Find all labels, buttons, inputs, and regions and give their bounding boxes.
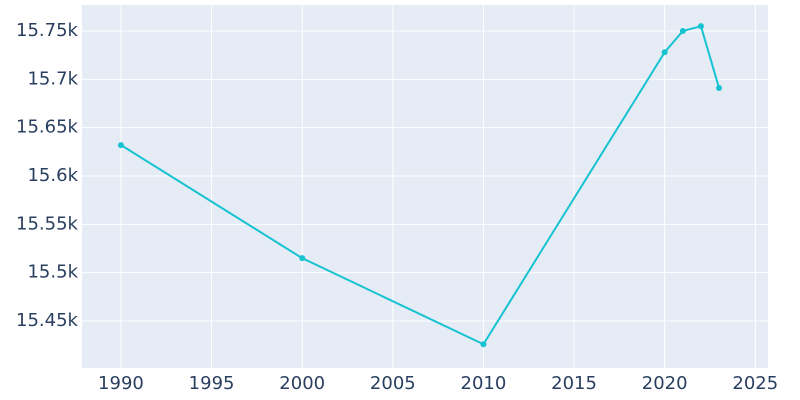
marker: [480, 341, 487, 348]
marker: [117, 142, 124, 149]
marker: [697, 23, 704, 30]
plot-area: [82, 5, 768, 368]
y-tick-label: 15.55k: [16, 213, 79, 234]
y-tick-label: 15.7k: [27, 68, 78, 89]
x-tick-label: 2010: [461, 373, 507, 394]
marker: [661, 49, 668, 56]
x-tick-label: 1995: [189, 373, 235, 394]
y-tick-label: 15.65k: [16, 117, 79, 138]
x-tick-label: 2020: [642, 373, 688, 394]
x-tick-label: 2025: [732, 373, 778, 394]
y-tick-label: 15.75k: [16, 20, 79, 41]
y-tick-label: 15.6k: [27, 165, 78, 186]
x-tick-label: 2005: [370, 373, 416, 394]
marker: [299, 255, 306, 262]
marker: [716, 85, 723, 92]
x-tick-label: 2000: [279, 373, 325, 394]
marker: [679, 28, 686, 35]
x-tick-label: 1990: [98, 373, 144, 394]
y-tick-label: 15.45k: [16, 310, 79, 331]
y-tick-label: 15.5k: [27, 262, 78, 283]
x-tick-label: 2015: [551, 373, 597, 394]
